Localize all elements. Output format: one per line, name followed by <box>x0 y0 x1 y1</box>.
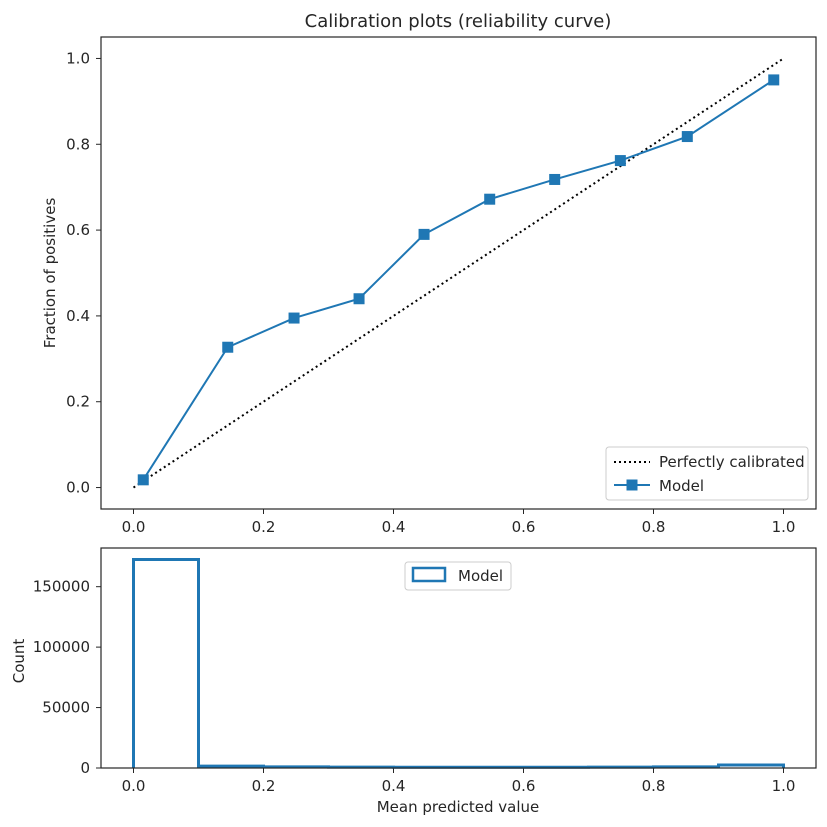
top-y-tick-label: 0.4 <box>66 307 90 325</box>
top-x-tick-label: 0.6 <box>512 518 536 536</box>
model-point <box>614 155 626 167</box>
top-y-tick-label: 0.8 <box>66 135 90 153</box>
chart-title: Calibration plots (reliability curve) <box>305 11 612 32</box>
top-series <box>132 57 785 489</box>
model-point <box>353 293 365 305</box>
bottom-y-tick-label: 0 <box>80 759 90 777</box>
bottom-x-tick-label: 0.4 <box>382 777 406 795</box>
reliability-curve-panel: Calibration plots (reliability curve) Fr… <box>41 11 817 536</box>
bottom-x-tick-label: 1.0 <box>772 777 796 795</box>
bottom-x-tick-label: 0.0 <box>122 777 146 795</box>
bottom-ticks: 0.0 0.2 0.4 0.6 0.8 1.0 0 50000 100000 150000 <box>33 578 796 795</box>
legend-marker-model <box>626 479 638 491</box>
bottom-series <box>132 557 785 769</box>
top-y-tick-label: 0.6 <box>66 221 90 239</box>
bottom-x-tick-label: 0.8 <box>642 777 666 795</box>
model-point <box>681 131 693 143</box>
histogram-outline <box>132 557 785 769</box>
top-y-tick-label: 0.0 <box>66 479 90 497</box>
top-plot-frame <box>100 36 817 510</box>
bottom-y-tick-label: 150000 <box>33 578 90 596</box>
y-axis-label: Fraction of positives <box>41 198 59 349</box>
model-point <box>549 173 561 185</box>
bottom-legend: Model <box>404 561 512 591</box>
legend-label-model: Model <box>659 477 704 495</box>
model-point <box>288 312 300 324</box>
histogram-panel: Count Mean predicted value 0.0 0.2 0.4 0.6 0… <box>10 547 817 816</box>
top-x-tick-label: 0.4 <box>382 518 406 536</box>
model-curve-line <box>142 79 775 481</box>
histogram-bin <box>134 559 199 768</box>
top-y-tick-label: 0.2 <box>66 393 90 411</box>
model-point <box>418 228 430 240</box>
bottom-x-tick-label: 0.6 <box>512 777 536 795</box>
model-point <box>768 74 780 86</box>
y-axis-label-count: Count <box>10 639 28 684</box>
top-ticks: 0.0 0.2 0.4 0.6 0.8 1.0 0.0 0.2 0.4 0.6 0.8 1.0 <box>66 49 795 536</box>
top-x-tick-label: 1.0 <box>772 518 796 536</box>
bottom-y-tick-label: 50000 <box>42 699 90 717</box>
top-legend: Perfectly calibrated Model <box>605 446 809 501</box>
model-point <box>484 193 496 205</box>
model-point <box>137 474 149 486</box>
bottom-y-tick-label: 100000 <box>33 638 90 656</box>
top-x-tick-label: 0.8 <box>642 518 666 536</box>
top-y-tick-label: 1.0 <box>66 49 90 67</box>
legend-swatch-histogram <box>411 566 447 583</box>
top-x-tick-label: 0.2 <box>252 518 276 536</box>
legend-label-perfect: Perfectly calibrated <box>659 453 805 471</box>
top-x-tick-label: 0.0 <box>122 518 146 536</box>
top-legend-box <box>605 446 809 501</box>
legend-label-histogram: Model <box>458 567 503 585</box>
perfectly-calibrated-line <box>132 57 785 489</box>
bottom-x-tick-label: 0.2 <box>252 777 276 795</box>
bottom-plot-frame <box>100 547 817 769</box>
x-axis-label: Mean predicted value <box>377 798 540 816</box>
model-point <box>222 341 234 353</box>
